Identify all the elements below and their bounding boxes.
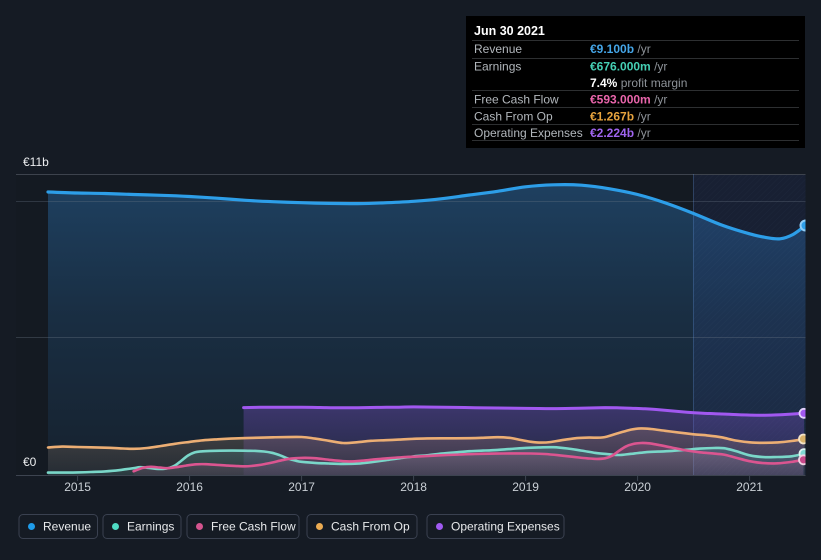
svg-text:Earnings: Earnings [127,520,174,534]
svg-text:2015: 2015 [64,480,91,494]
svg-text:€1.267b /yr: €1.267b /yr [590,110,651,124]
svg-text:2018: 2018 [400,480,427,494]
svg-text:Earnings: Earnings [474,60,521,74]
svg-text:2017: 2017 [288,480,315,494]
svg-text:Revenue: Revenue [43,520,91,534]
svg-text:Cash From Op: Cash From Op [331,520,410,534]
svg-text:€0: €0 [23,455,37,469]
svg-text:€676.000m /yr: €676.000m /yr [590,60,667,74]
svg-text:€593.000m /yr: €593.000m /yr [590,93,667,107]
svg-text:€11b: €11b [23,155,49,169]
svg-text:2019: 2019 [512,480,539,494]
svg-text:7.4% profit margin: 7.4% profit margin [590,76,687,90]
svg-text:Cash From Op: Cash From Op [474,110,553,124]
svg-text:2020: 2020 [624,480,651,494]
svg-text:Revenue: Revenue [474,42,522,56]
svg-text:Free Cash Flow: Free Cash Flow [211,520,296,534]
svg-text:2021: 2021 [736,480,763,494]
svg-text:€9.100b /yr: €9.100b /yr [590,42,651,56]
svg-text:Jun 30 2021: Jun 30 2021 [474,24,545,38]
svg-text:Operating Expenses: Operating Expenses [451,520,560,534]
svg-text:2016: 2016 [176,480,203,494]
svg-text:€2.224b /yr: €2.224b /yr [590,126,651,140]
svg-text:Operating Expenses: Operating Expenses [474,126,583,140]
svg-text:Free Cash Flow: Free Cash Flow [474,93,559,107]
